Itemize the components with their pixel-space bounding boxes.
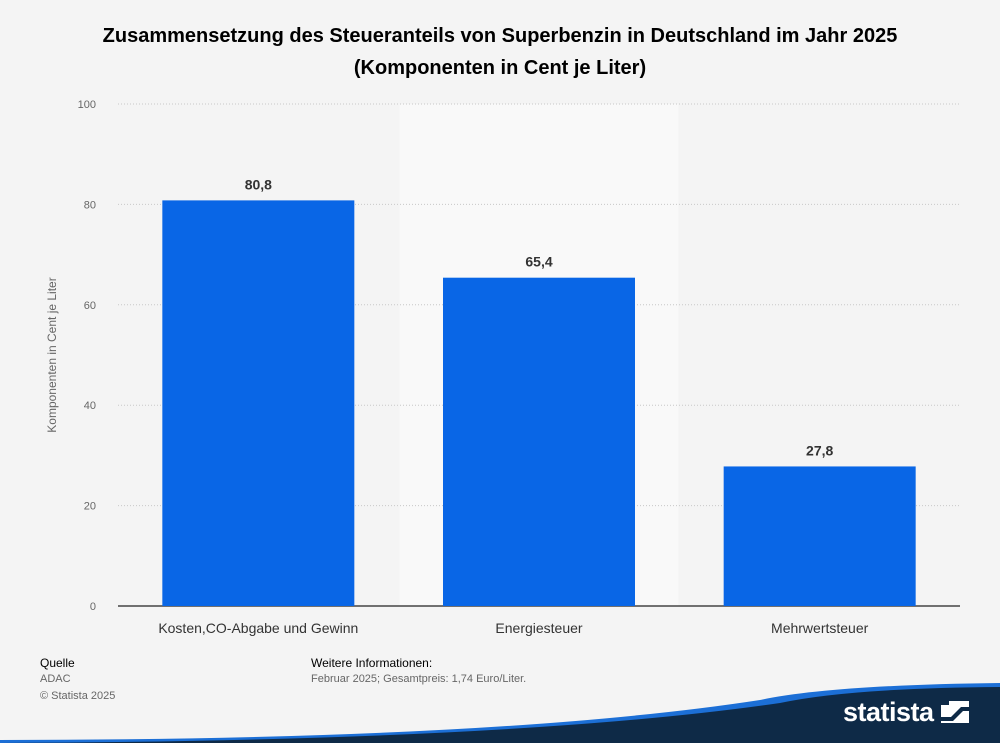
info-value: Februar 2025; Gesamtpreis: 1,74 Euro/Lit…	[311, 673, 527, 685]
x-category-label: Mehrwertsteuer	[771, 620, 869, 636]
y-tick-label: 100	[78, 99, 96, 111]
statista-logo-icon	[941, 701, 969, 723]
chart-title-line1: Zusammensetzung des Steueranteils von Su…	[102, 25, 898, 47]
copyright-text: © Statista 2025	[40, 690, 116, 702]
bar-value-label: 65,4	[525, 254, 552, 270]
bar[interactable]	[162, 200, 355, 606]
x-category-label: Kosten,CO-Abgabe und Gewinn	[158, 620, 358, 636]
bar[interactable]	[443, 277, 635, 606]
bar-value-label: 80,8	[245, 176, 272, 192]
source-value[interactable]: ADAC	[40, 673, 71, 685]
y-tick-label: 0	[90, 601, 96, 613]
bar-value-label: 27,8	[806, 442, 833, 458]
y-tick-label: 40	[84, 400, 96, 412]
x-category-label: Energiesteuer	[495, 620, 583, 636]
y-tick-label: 80	[84, 199, 96, 211]
y-axis-label: Komponenten in Cent je Liter	[45, 277, 59, 432]
chart-title-line2: (Komponenten in Cent je Liter)	[353, 57, 647, 79]
y-tick-label: 20	[84, 501, 96, 513]
bar-chart: 0 20 40 60 80 100 80,8 Kosten,CO-Abgabe und Ge…	[45, 99, 960, 636]
y-tick-label: 60	[84, 300, 96, 312]
statista-logo[interactable]: statista	[843, 697, 934, 727]
chart-title: Zusammensetzung des Steueranteils von Su…	[0, 20, 1000, 84]
source-label: Quelle	[40, 656, 75, 670]
bar[interactable]	[723, 466, 916, 606]
info-label: Weitere Informationen:	[311, 656, 433, 670]
